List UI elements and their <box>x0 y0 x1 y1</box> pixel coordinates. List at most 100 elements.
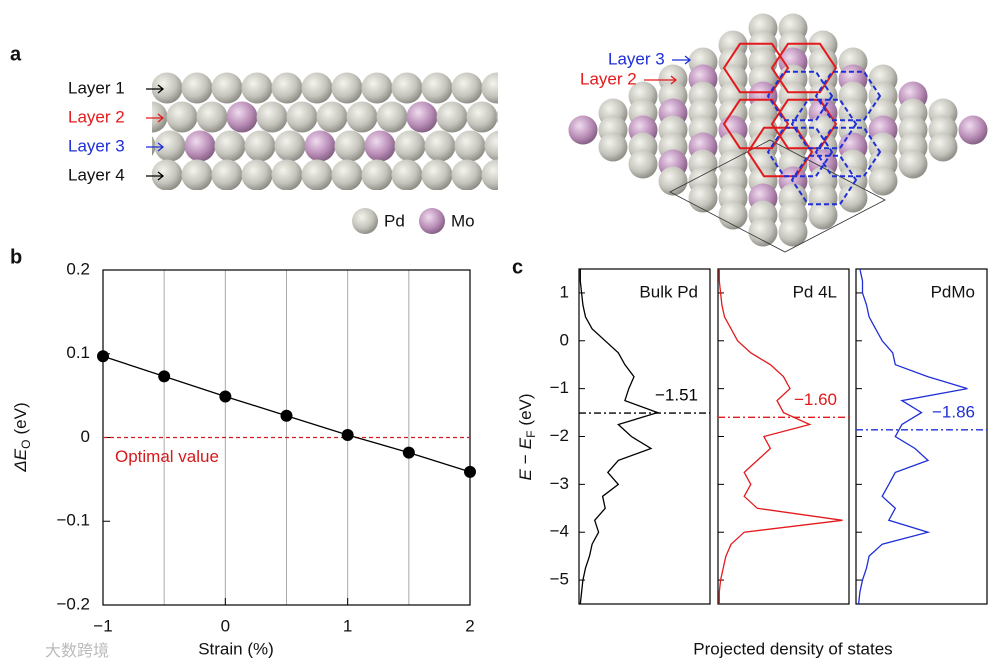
hexagon <box>770 42 838 94</box>
y-tick-label: 1 <box>560 282 569 301</box>
y-tick-label: −5 <box>550 570 569 589</box>
atom <box>421 159 453 190</box>
data-point <box>158 370 171 383</box>
x-tick-label: 0 <box>221 616 230 635</box>
hexagon <box>766 126 834 178</box>
atom <box>808 200 838 230</box>
d-band-center-label: −1.60 <box>794 390 837 409</box>
atom <box>181 72 213 104</box>
atom <box>391 72 423 104</box>
arrow <box>644 75 678 85</box>
atom <box>331 72 363 104</box>
x-tick-label: 2 <box>465 616 474 635</box>
atom <box>196 101 228 133</box>
atom <box>304 130 336 162</box>
y-tick-label: −4 <box>550 522 569 541</box>
plot-frame <box>578 268 711 605</box>
atom <box>241 159 273 190</box>
side-view <box>152 72 558 191</box>
y-tick-label: −0.1 <box>56 511 90 530</box>
y-axis-label-part: F <box>524 431 538 438</box>
data-point <box>219 390 232 403</box>
panel-name: PdMo <box>931 282 975 301</box>
atom <box>958 115 988 145</box>
layer-label: Layer 3 <box>608 49 665 68</box>
atom <box>166 101 198 133</box>
atom <box>256 101 288 133</box>
atom <box>274 130 306 162</box>
data-point <box>97 350 109 363</box>
layer-label: Layer 1 <box>68 78 125 97</box>
atom <box>301 72 333 104</box>
atom <box>331 159 363 190</box>
legend-label: Pd <box>384 211 405 230</box>
atom <box>748 217 778 247</box>
atom <box>512 160 543 191</box>
x-axis-label: Strain (%) <box>198 639 274 658</box>
atom <box>484 130 498 162</box>
atom <box>211 159 243 190</box>
y-axis-label-part: (eV) <box>516 393 535 425</box>
hexagon <box>790 98 858 150</box>
data-point <box>280 409 293 422</box>
atom <box>244 130 276 162</box>
atom <box>496 110 498 124</box>
layer-label: Layer 4 <box>68 165 125 184</box>
panel-label: a <box>10 43 22 65</box>
layer-label: Layer 3 <box>68 136 125 155</box>
arrow <box>672 55 692 65</box>
y-axis-label-part: − <box>516 454 535 464</box>
atom <box>214 130 246 162</box>
atom <box>454 130 486 162</box>
atom <box>376 101 408 133</box>
y-tick-label: −1 <box>550 378 569 397</box>
y-tick-label: −3 <box>550 474 569 493</box>
atom <box>152 72 183 104</box>
hexagon <box>790 154 858 206</box>
atom <box>226 101 258 133</box>
y-tick-label: −0.2 <box>56 594 90 613</box>
d-band-center-label: −1.51 <box>655 386 698 405</box>
atom <box>898 149 928 179</box>
atom <box>466 101 498 133</box>
y-tick-label: 0.2 <box>66 259 90 278</box>
y-tick-label: 0.1 <box>66 343 90 362</box>
arrows <box>146 84 165 181</box>
atom <box>394 130 426 162</box>
atom <box>301 159 333 190</box>
atom <box>424 130 456 162</box>
dos-curve <box>579 269 660 605</box>
atom <box>286 101 318 133</box>
plot-frame <box>855 268 988 605</box>
atom <box>184 130 216 162</box>
atom <box>152 171 153 179</box>
atom <box>391 159 423 190</box>
atom <box>718 200 748 230</box>
overlay <box>669 42 886 253</box>
dos-curve <box>857 268 968 605</box>
atom <box>346 101 378 133</box>
atom <box>838 183 868 213</box>
y-axis-label-part: ΔE <box>11 448 30 472</box>
atom <box>481 72 498 104</box>
panel-name: Pd 4L <box>793 282 837 301</box>
legend-label: Mo <box>451 211 475 230</box>
atom <box>364 130 396 162</box>
atom <box>451 72 483 104</box>
hexagon <box>722 42 790 94</box>
legend-swatch <box>352 208 378 234</box>
atom <box>316 101 348 133</box>
atom <box>515 131 546 162</box>
dos-curve <box>718 269 843 604</box>
legend-swatch <box>419 208 445 234</box>
atom <box>778 217 808 247</box>
atom <box>527 102 558 133</box>
y-tick-label: −2 <box>550 426 569 445</box>
data-point <box>341 428 354 441</box>
x-tick-label: 1 <box>343 616 352 635</box>
atom <box>241 72 273 104</box>
atom <box>928 132 958 162</box>
atom <box>152 159 183 190</box>
y-axis-label-part: O <box>19 440 33 449</box>
x-tick-label: −1 <box>93 616 112 635</box>
